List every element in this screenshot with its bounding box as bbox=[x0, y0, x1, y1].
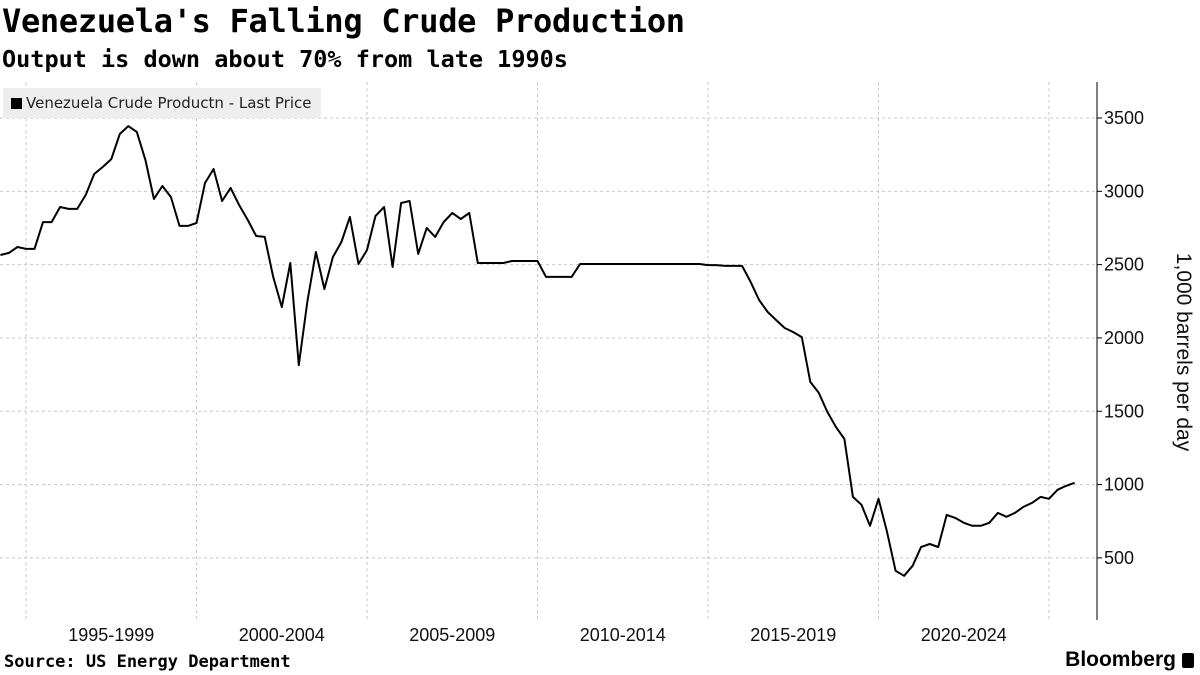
source-note: Source: US Energy Department bbox=[4, 652, 291, 672]
x-tick-label: 2010-2014 bbox=[580, 625, 666, 645]
y-tick-label: 3500 bbox=[1104, 108, 1144, 128]
x-tick-label: 2000-2004 bbox=[239, 625, 325, 645]
y-axis-label: 1,000 barrels per day bbox=[1172, 253, 1195, 452]
y-tick-label: 500 bbox=[1104, 548, 1134, 568]
legend: Venezuela Crude Productn - Last Price bbox=[3, 88, 322, 118]
x-tick-label: 2005-2009 bbox=[409, 625, 495, 645]
legend-swatch bbox=[11, 97, 22, 109]
bloomberg-terminal-icon bbox=[1182, 652, 1194, 668]
legend-label: Venezuela Crude Productn - Last Price bbox=[26, 94, 312, 112]
chart-title: Venezuela's Falling Crude Production bbox=[2, 2, 685, 40]
x-tick-label: 2020-2024 bbox=[921, 625, 1007, 645]
y-tick-label: 1000 bbox=[1104, 475, 1144, 495]
x-tick-label: 1995-1999 bbox=[68, 625, 154, 645]
chart-subtitle: Output is down about 70% from late 1990s bbox=[2, 45, 568, 73]
y-tick-label: 2000 bbox=[1104, 328, 1144, 348]
y-tick-label: 3000 bbox=[1104, 181, 1144, 201]
y-tick-label: 2500 bbox=[1104, 255, 1144, 275]
y-tick-label: 1500 bbox=[1104, 401, 1144, 421]
x-tick-label: 2015-2019 bbox=[750, 625, 836, 645]
bloomberg-logo: Bloomberg bbox=[1065, 648, 1194, 672]
logo-text: Bloomberg bbox=[1065, 648, 1176, 671]
series-line bbox=[0, 125, 1075, 577]
